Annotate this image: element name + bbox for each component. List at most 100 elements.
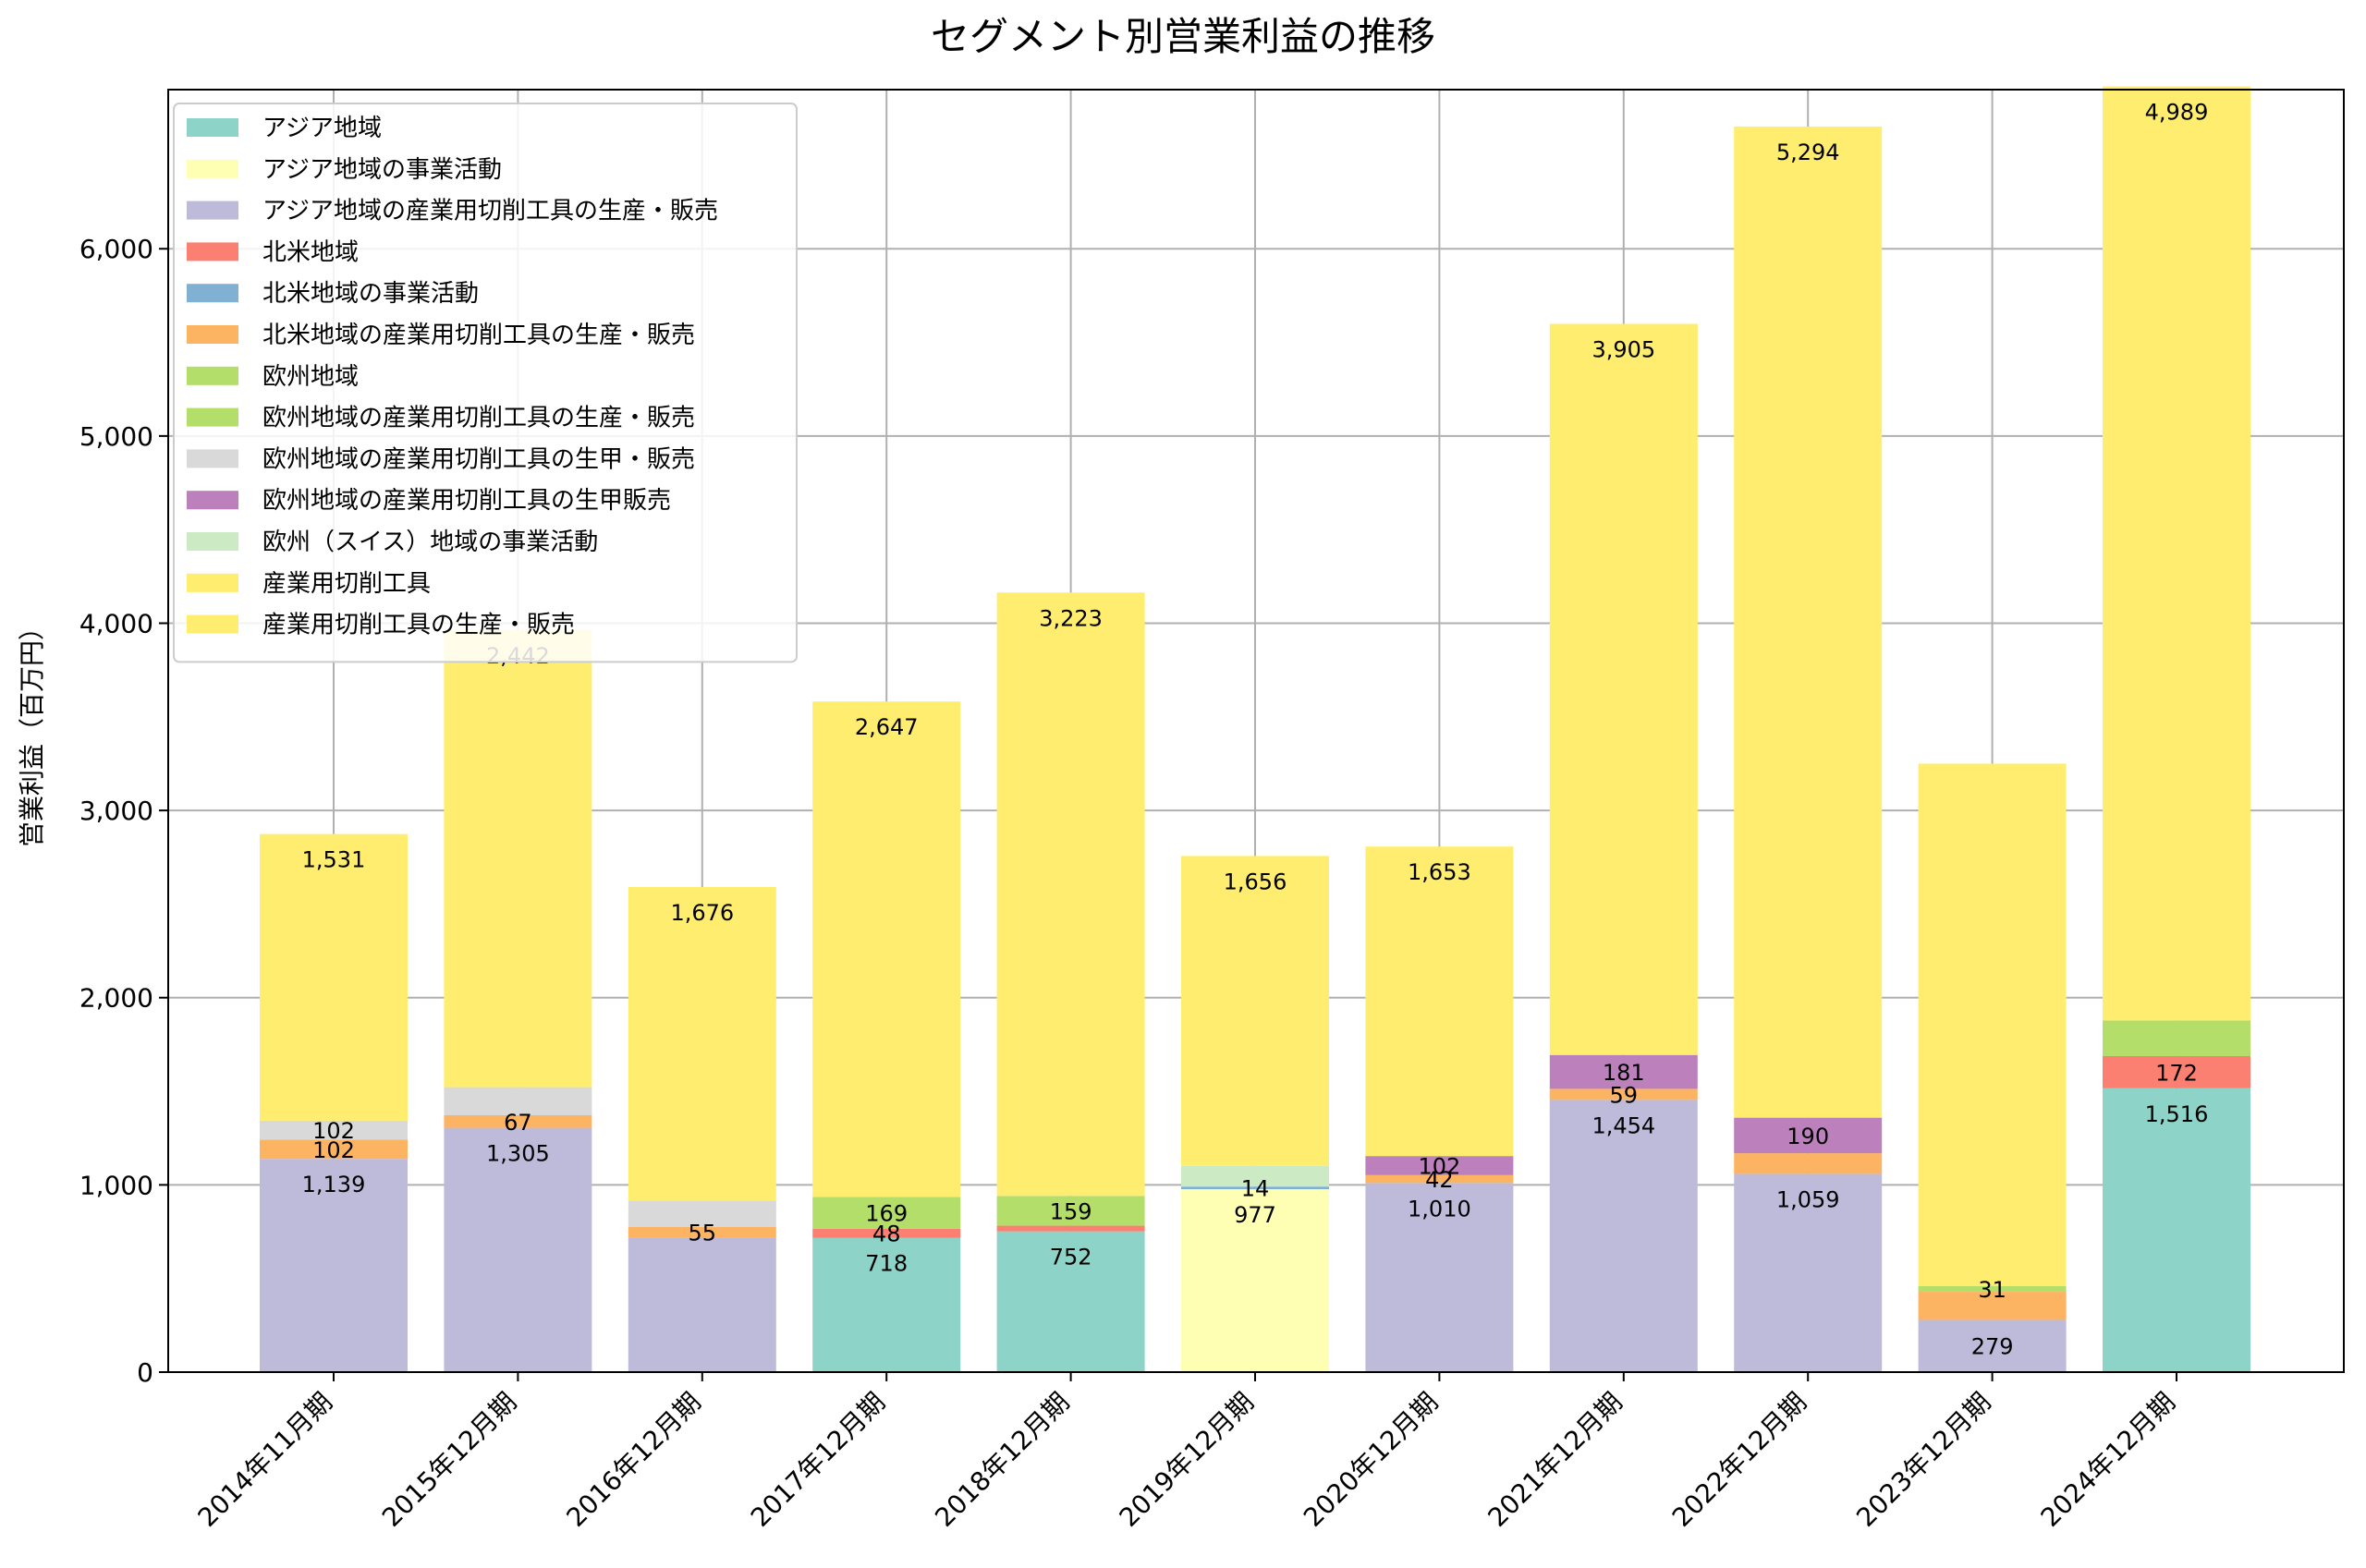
bar-segment — [1365, 1156, 1514, 1175]
bar-segment — [812, 1197, 961, 1229]
legend-swatch — [187, 242, 238, 261]
data-label: 1,010 — [1408, 1196, 1471, 1222]
bar-segment — [996, 1225, 1145, 1232]
data-label: 190 — [1787, 1124, 1829, 1149]
bar-segment — [628, 1226, 776, 1238]
bar-segment — [2103, 1055, 2250, 1088]
bar-segment — [1181, 1165, 1329, 1187]
bar-segment — [1918, 763, 2067, 1286]
data-label: 1,653 — [1408, 859, 1471, 885]
bar-segment — [260, 1159, 408, 1372]
bar-segment — [1181, 1186, 1329, 1190]
legend-entry: 欧州地域の産業用切削工具の生甲・販売 — [262, 445, 695, 473]
data-label: 1,454 — [1592, 1112, 1655, 1138]
bar-segment — [1734, 126, 1883, 1118]
data-label: 67 — [504, 1110, 532, 1136]
legend: アジア地域アジア地域の事業活動アジア地域の産業用切削工具の生産・販売北米地域北米… — [173, 103, 798, 663]
legend-entry: アジア地域の事業活動 — [262, 156, 502, 184]
bar-segment — [1549, 1088, 1698, 1100]
legend-swatch — [187, 284, 238, 303]
legend-swatch — [187, 159, 238, 178]
y-tick-label: 4,000 — [79, 608, 153, 638]
data-label: 59 — [1610, 1082, 1639, 1108]
x-tick-label: 2015年12月期 — [376, 1387, 522, 1533]
data-label: 977 — [1234, 1202, 1276, 1228]
bar-segment — [1734, 1117, 1883, 1154]
data-label: 169 — [865, 1201, 908, 1227]
x-tick-label: 2023年12月期 — [1850, 1387, 1996, 1533]
legend-box — [173, 103, 798, 663]
bar-segment — [996, 1231, 1145, 1372]
bar-segment — [260, 1120, 408, 1140]
data-label: 279 — [1971, 1334, 2014, 1360]
bar-segment — [1365, 1183, 1514, 1372]
legend-entry: 産業用切削工具 — [262, 570, 431, 598]
bars — [260, 86, 2250, 1372]
legend-entry: 欧州地域の産業用切削工具の生産・販売 — [262, 405, 695, 432]
bar-segment — [628, 1237, 776, 1372]
legend-entry: 北米地域の事業活動 — [262, 280, 479, 308]
data-label: 3,223 — [1039, 605, 1103, 631]
legend-swatch — [187, 449, 238, 468]
data-label: 1,676 — [670, 900, 734, 926]
legend-swatch — [187, 118, 238, 137]
data-label: 102 — [312, 1137, 355, 1163]
y-axis-label: 営業利益（百万円） — [17, 614, 47, 847]
y-tick-label: 6,000 — [79, 234, 153, 264]
bar-segment — [812, 1228, 961, 1238]
x-tick-label: 2020年12月期 — [1298, 1387, 1444, 1533]
data-label: 42 — [1425, 1167, 1454, 1193]
bar-segment — [812, 1237, 961, 1372]
y-tick-label: 5,000 — [79, 421, 153, 452]
data-label: 5,294 — [1776, 140, 1840, 165]
legend-entry: 北米地域の産業用切削工具の生産・販売 — [262, 322, 695, 349]
data-label: 1,531 — [302, 847, 366, 873]
bar-segment — [1918, 1285, 2067, 1293]
y-tick-label: 1,000 — [79, 1170, 153, 1200]
legend-entry: 欧州地域 — [262, 363, 359, 391]
bar-segment — [1365, 846, 1514, 1157]
bar-segment — [260, 1139, 408, 1160]
data-label: 2,647 — [855, 714, 919, 740]
bar-segment — [1734, 1173, 1883, 1372]
x-tick-label: 2024年12月期 — [2035, 1387, 2181, 1533]
legend-entry: 欧州（スイス）地域の事業活動 — [262, 529, 598, 556]
data-label: 1,305 — [486, 1141, 550, 1167]
legend-entry: アジア地域の産業用切削工具の生産・販売 — [262, 198, 718, 225]
data-label: 1,139 — [302, 1172, 366, 1197]
data-label: 4,989 — [2145, 100, 2209, 126]
bar-segment — [444, 1087, 592, 1115]
data-label: 752 — [1050, 1245, 1092, 1270]
data-label: 181 — [1603, 1060, 1645, 1086]
data-label: 102 — [1418, 1154, 1460, 1180]
y-tick-label: 0 — [137, 1357, 153, 1388]
x-tick-label: 2022年12月期 — [1666, 1387, 1812, 1533]
legend-swatch — [187, 366, 238, 385]
y-tick-label: 2,000 — [79, 983, 153, 1014]
x-tick-label: 2016年12月期 — [560, 1387, 706, 1533]
bar-segment — [2103, 1020, 2250, 1056]
x-tick-label: 2018年12月期 — [929, 1387, 1075, 1533]
data-label: 48 — [872, 1222, 901, 1247]
bar-segment — [1549, 1054, 1698, 1089]
bar-segment — [444, 629, 592, 1088]
data-label: 3,905 — [1592, 336, 1655, 362]
data-label: 55 — [689, 1221, 717, 1246]
legend-entry: 産業用切削工具の生産・販売 — [262, 612, 575, 639]
data-label: 102 — [312, 1118, 355, 1144]
legend-swatch — [187, 573, 238, 592]
bar-segment — [444, 1127, 592, 1372]
data-label: 31 — [1978, 1277, 2006, 1303]
x-tick-label: 2021年12月期 — [1482, 1387, 1628, 1533]
data-label: 1,656 — [1224, 869, 1287, 894]
legend-swatch — [187, 614, 238, 634]
legend-swatch — [187, 532, 238, 551]
bar-segment — [1918, 1319, 2067, 1372]
data-label: 159 — [1050, 1198, 1092, 1224]
bar-segment — [1365, 1174, 1514, 1184]
x-tick-label: 2019年12月期 — [1114, 1387, 1260, 1533]
x-tick-label: 2014年11月期 — [192, 1387, 338, 1533]
legend-entry: 欧州地域の産業用切削工具の生甲販売 — [262, 487, 671, 515]
bar-segment — [2103, 1088, 2250, 1372]
data-label: 718 — [865, 1251, 908, 1277]
